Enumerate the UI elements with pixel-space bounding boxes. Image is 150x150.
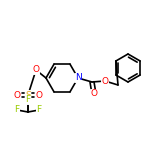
Text: O: O: [90, 90, 98, 99]
Text: F: F: [36, 105, 42, 114]
Text: O: O: [35, 90, 42, 99]
Text: O: O: [102, 76, 108, 85]
Text: N: N: [75, 74, 81, 82]
Text: O: O: [14, 90, 21, 99]
Text: O: O: [33, 66, 39, 75]
Text: F: F: [26, 96, 31, 105]
Text: F: F: [14, 105, 20, 114]
Text: S: S: [25, 90, 31, 99]
